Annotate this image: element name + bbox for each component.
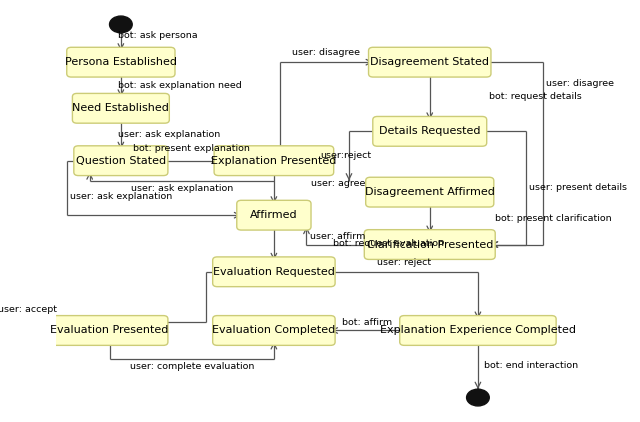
Text: Persona Established: Persona Established bbox=[65, 57, 177, 67]
Text: bot: present explanation: bot: present explanation bbox=[132, 143, 250, 153]
Text: bot: ask persona: bot: ask persona bbox=[118, 31, 198, 40]
Circle shape bbox=[467, 389, 489, 406]
Circle shape bbox=[109, 16, 132, 33]
FancyBboxPatch shape bbox=[212, 316, 335, 345]
Text: user: complete evaluation: user: complete evaluation bbox=[129, 362, 254, 371]
Text: bot: request evaluation: bot: request evaluation bbox=[333, 239, 444, 248]
Text: user: accept: user: accept bbox=[0, 305, 57, 314]
Text: Explanation Experience Completed: Explanation Experience Completed bbox=[380, 325, 576, 335]
Text: Question Stated: Question Stated bbox=[76, 156, 166, 166]
Text: user:reject: user:reject bbox=[321, 151, 372, 160]
Text: user: ask explanation: user: ask explanation bbox=[118, 130, 220, 139]
Text: user: affirm: user: affirm bbox=[310, 232, 365, 241]
Text: Evaluation Completed: Evaluation Completed bbox=[212, 325, 335, 335]
Text: user: disagree: user: disagree bbox=[546, 78, 614, 88]
FancyBboxPatch shape bbox=[214, 146, 333, 176]
Text: bot: end interaction: bot: end interaction bbox=[484, 361, 578, 370]
FancyBboxPatch shape bbox=[400, 316, 556, 345]
Text: Explanation Presented: Explanation Presented bbox=[211, 156, 337, 166]
Text: user: reject: user: reject bbox=[377, 258, 431, 267]
Text: Evaluation Presented: Evaluation Presented bbox=[51, 325, 169, 335]
FancyBboxPatch shape bbox=[74, 146, 168, 176]
FancyBboxPatch shape bbox=[365, 177, 494, 207]
Text: Details Requested: Details Requested bbox=[379, 126, 481, 136]
Text: bot: ask explanation need: bot: ask explanation need bbox=[118, 81, 242, 90]
FancyBboxPatch shape bbox=[67, 47, 175, 77]
Text: user: ask explanation: user: ask explanation bbox=[131, 184, 233, 193]
Text: bot: present clarification: bot: present clarification bbox=[495, 214, 612, 223]
Text: Affirmed: Affirmed bbox=[250, 210, 298, 220]
FancyBboxPatch shape bbox=[51, 316, 168, 345]
Text: user: disagree: user: disagree bbox=[292, 49, 360, 57]
Text: user: agree: user: agree bbox=[311, 179, 365, 188]
FancyBboxPatch shape bbox=[237, 200, 311, 230]
Text: user: ask explanation: user: ask explanation bbox=[70, 192, 172, 201]
Text: Clarification Presented: Clarification Presented bbox=[367, 240, 493, 249]
Text: bot: request details: bot: request details bbox=[489, 92, 582, 101]
Text: bot: affirm: bot: affirm bbox=[342, 318, 392, 327]
Text: Need Established: Need Established bbox=[72, 103, 170, 113]
FancyBboxPatch shape bbox=[212, 257, 335, 287]
FancyBboxPatch shape bbox=[72, 93, 170, 123]
Text: Disagreement Affirmed: Disagreement Affirmed bbox=[365, 187, 495, 197]
FancyBboxPatch shape bbox=[372, 116, 486, 146]
Text: user: present details: user: present details bbox=[529, 184, 627, 192]
FancyBboxPatch shape bbox=[369, 47, 491, 77]
Text: Evaluation Requested: Evaluation Requested bbox=[213, 267, 335, 277]
Text: Disagreement Stated: Disagreement Stated bbox=[371, 57, 489, 67]
FancyBboxPatch shape bbox=[364, 230, 495, 260]
